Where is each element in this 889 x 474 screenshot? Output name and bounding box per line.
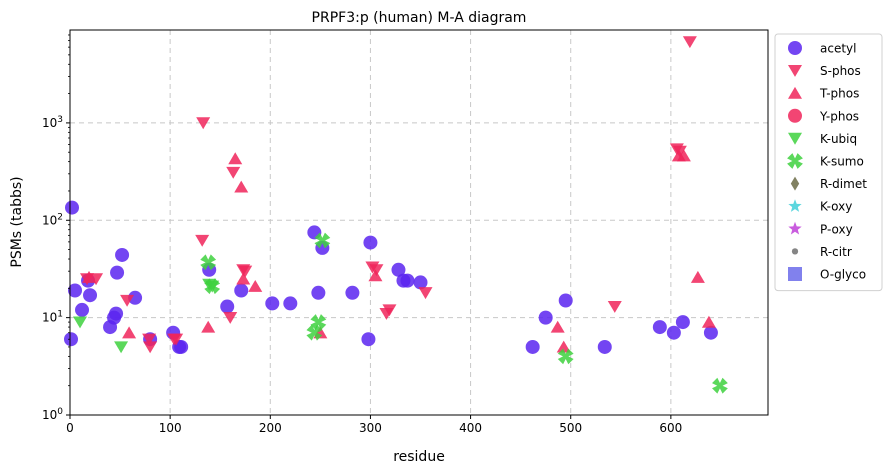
y-tick-label: 100 xyxy=(42,407,63,422)
x-tick-label: 500 xyxy=(559,421,582,435)
data-point-acetyl xyxy=(115,248,129,262)
data-point-s-phos xyxy=(608,301,622,313)
y-tick-label: 101 xyxy=(42,310,63,325)
data-point-acetyl xyxy=(110,266,124,280)
y-axis-label: PSMs (tabbs) xyxy=(9,176,25,267)
legend-entry: O-glyco xyxy=(788,267,866,282)
data-point-acetyl xyxy=(83,288,97,302)
data-point-k-sumo xyxy=(712,378,728,394)
data-point-s-phos xyxy=(143,341,157,353)
legend-label: R-citr xyxy=(820,245,852,259)
data-point-t-phos xyxy=(691,271,705,283)
x-axis-label: residue xyxy=(393,449,445,465)
data-point-acetyl xyxy=(667,326,681,340)
data-point-s-phos xyxy=(683,36,697,48)
legend-label: O-glyco xyxy=(820,268,866,282)
data-point-s-phos xyxy=(226,167,240,179)
x-tick-label: 300 xyxy=(359,421,382,435)
data-point-acetyl xyxy=(234,283,248,297)
legend-label: acetyl xyxy=(820,42,856,56)
data-point-acetyl xyxy=(265,296,279,310)
legend-label: S-phos xyxy=(820,64,861,78)
data-point-t-phos xyxy=(551,321,565,333)
data-point-t-phos xyxy=(201,321,215,333)
data-point-acetyl xyxy=(526,340,540,354)
data-point-acetyl xyxy=(109,307,123,321)
legend-label: K-sumo xyxy=(820,155,864,169)
legend-label: K-oxy xyxy=(820,200,852,214)
data-point-acetyl xyxy=(676,315,690,329)
data-point-acetyl xyxy=(64,332,78,346)
grid-lines xyxy=(70,30,768,415)
data-point-acetyl xyxy=(220,300,234,314)
data-point-acetyl xyxy=(75,303,89,317)
data-point-t-phos xyxy=(236,273,250,285)
series-t-phos xyxy=(82,149,716,352)
series-s-phos xyxy=(80,36,697,353)
data-point-acetyl xyxy=(400,274,414,288)
data-point-acetyl xyxy=(559,293,573,307)
legend-marker xyxy=(788,267,802,281)
y-tick-label: 103 xyxy=(42,115,63,130)
legend-label: K-ubiq xyxy=(820,132,857,146)
data-point-acetyl xyxy=(653,320,667,334)
legend: acetyl S-phos T-phos Y-phos K-ubiq K-sumo R-di… xyxy=(775,34,882,291)
x-tick-label: 0 xyxy=(66,421,74,435)
chart-title: PRPF3:p (human) M-A diagram xyxy=(312,10,527,26)
data-point-acetyl xyxy=(283,296,297,310)
legend-entry: acetyl xyxy=(788,41,856,56)
x-tick-label: 100 xyxy=(159,421,182,435)
y-tick-label: 102 xyxy=(42,212,63,227)
plot-frame xyxy=(70,30,768,415)
data-point-s-phos xyxy=(238,266,252,278)
x-tick-label: 600 xyxy=(659,421,682,435)
series-k-sumo xyxy=(200,233,728,394)
legend-label: R-dimet xyxy=(820,177,867,191)
data-point-t-phos xyxy=(248,280,262,292)
data-point-t-phos xyxy=(228,152,242,164)
data-point-acetyl xyxy=(363,236,377,250)
legend-label: T-phos xyxy=(819,87,859,101)
data-point-acetyl xyxy=(598,340,612,354)
data-point-acetyl xyxy=(311,286,325,300)
legend-marker xyxy=(788,41,802,55)
series-acetyl xyxy=(64,201,718,354)
data-point-acetyl xyxy=(65,201,79,215)
data-point-acetyl xyxy=(539,311,553,325)
legend-label: Y-phos xyxy=(819,109,859,123)
legend-marker xyxy=(792,248,798,254)
ma-diagram-chart: 0 100 200 300 400 500 600100101102103 PRPF3:p … xyxy=(0,0,889,474)
legend-marker xyxy=(788,109,802,123)
data-point-acetyl xyxy=(345,286,359,300)
data-points xyxy=(64,36,728,393)
legend-entry: Y-phos xyxy=(788,109,859,124)
data-point-t-phos xyxy=(122,326,136,338)
data-point-s-phos xyxy=(419,287,433,299)
legend-label: P-oxy xyxy=(820,222,853,236)
data-point-t-phos xyxy=(234,181,248,193)
data-point-acetyl xyxy=(704,326,718,340)
x-tick-label: 200 xyxy=(259,421,282,435)
data-point-s-phos xyxy=(195,235,209,247)
data-point-acetyl xyxy=(361,332,375,346)
data-point-k-ubiq xyxy=(114,341,128,353)
x-tick-label: 400 xyxy=(459,421,482,435)
data-point-k-ubiq xyxy=(73,316,87,328)
